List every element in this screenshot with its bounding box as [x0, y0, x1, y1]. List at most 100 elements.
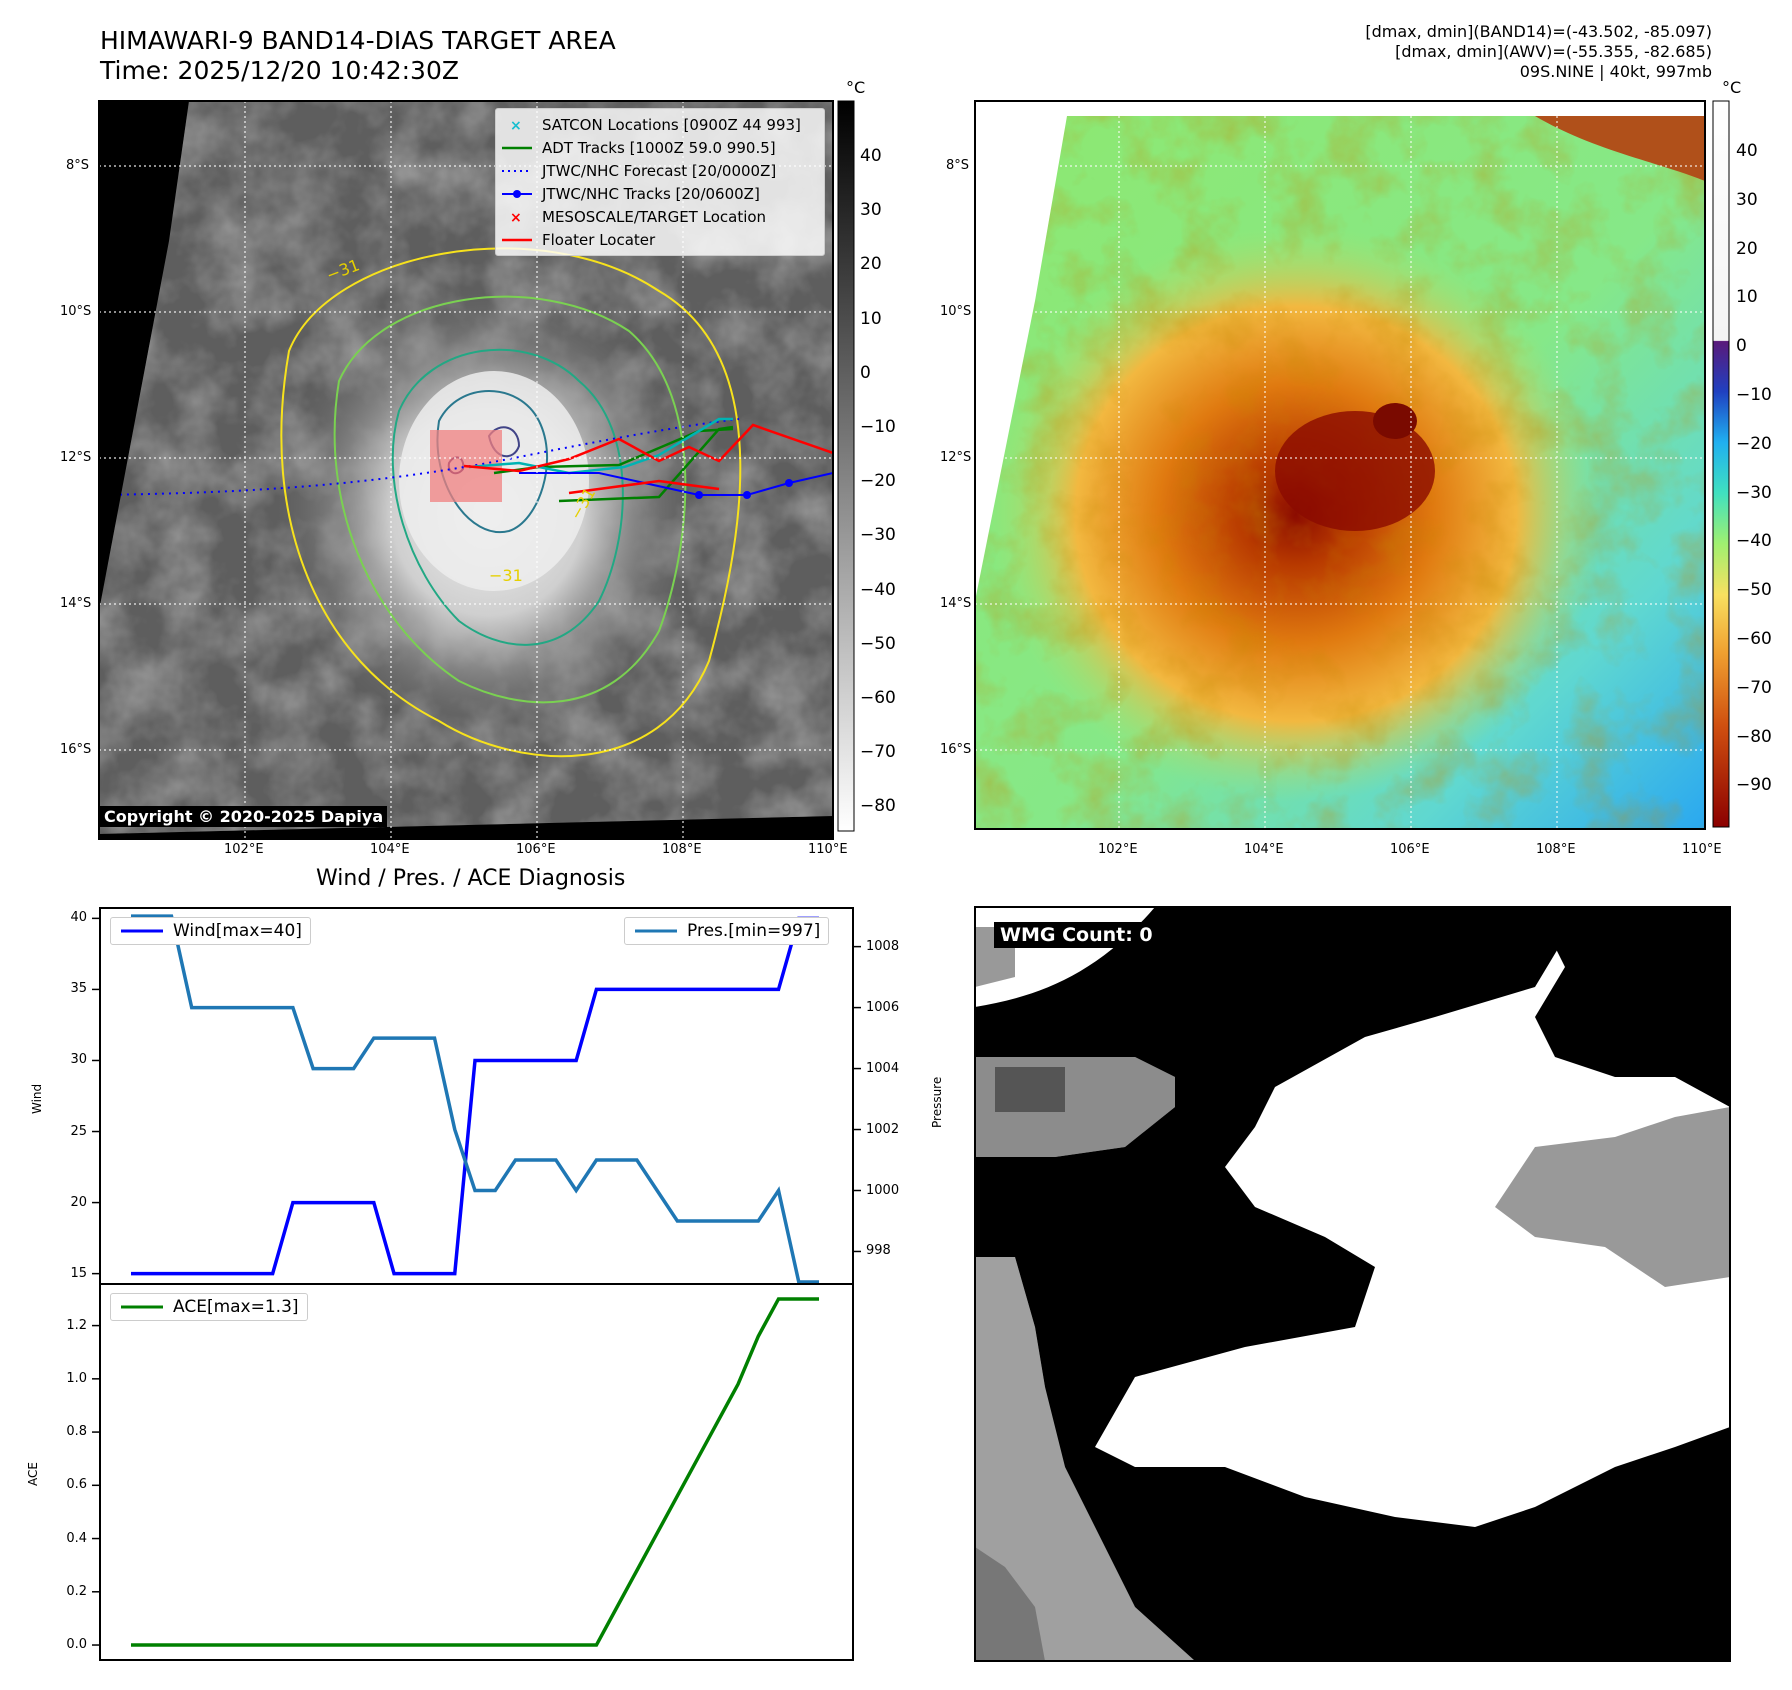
legend-label: ADT Tracks [1000Z 59.0 990.5] — [542, 138, 776, 157]
awv-colorbar-tick: 30 — [1736, 189, 1758, 210]
ace-tick: 0.2 — [66, 1583, 87, 1599]
colorbar-unit: °C — [846, 78, 866, 97]
pressure-tick: 1002 — [866, 1121, 900, 1137]
line-marker-icon — [502, 238, 532, 241]
lat-label: 16°S — [940, 742, 972, 757]
ace-panel — [99, 1283, 854, 1661]
awv-map — [974, 100, 1706, 830]
legend-item-target: × MESOSCALE/TARGET Location — [502, 205, 818, 228]
legend-label: Wind[max=40] — [173, 921, 302, 941]
lon-label: 106°E — [516, 842, 556, 857]
band14-colorbar-tick: −30 — [860, 525, 896, 546]
colorbar-unit: °C — [1722, 78, 1742, 97]
band14-colorbar-tick: −10 — [860, 417, 896, 437]
awv-colorbar-tick: −90 — [1736, 775, 1772, 796]
legend-label: Floater Locater — [542, 230, 656, 249]
lat-label: 14°S — [60, 596, 92, 611]
line-marker-icon — [502, 146, 532, 149]
title-line-1: HIMAWARI-9 BAND14-DIAS TARGET AREA — [100, 26, 616, 55]
x-marker-icon: × — [510, 118, 522, 134]
pressure-tick: 1004 — [866, 1060, 900, 1076]
awv-colorbar — [1712, 100, 1730, 828]
legend-label: MESOSCALE/TARGET Location — [542, 207, 767, 226]
lat-label: 14°S — [940, 596, 972, 611]
legend-label: JTWC/NHC Forecast [20/0000Z] — [542, 161, 777, 180]
band14-colorbar-tick: −60 — [860, 688, 896, 708]
band14-colorbar — [837, 100, 855, 832]
awv-colorbar-tick: −30 — [1736, 482, 1772, 503]
awv-colorbar-tick: −60 — [1736, 629, 1772, 649]
ace-tick: 0.0 — [66, 1637, 87, 1653]
ace-legend: ACE[max=1.3] — [110, 1293, 308, 1321]
line-dot-icon — [502, 189, 532, 198]
legend-item-floater: Floater Locater — [502, 228, 818, 251]
pressure-tick: 998 — [866, 1243, 891, 1259]
lon-label: 108°E — [1536, 842, 1576, 857]
wind-tick: 25 — [70, 1123, 87, 1139]
lon-label: 110°E — [1682, 842, 1722, 857]
band14-colorbar-tick: −70 — [860, 742, 896, 763]
awv-colorbar-tick: 20 — [1736, 238, 1758, 259]
legend-label: Pres.[min=997] — [687, 921, 821, 941]
band14-colorbar-tick: −80 — [860, 796, 896, 817]
band14-colorbar-tick: 0 — [860, 362, 871, 383]
ace-plot — [92, 1297, 820, 1647]
ace-tick: 0.8 — [66, 1424, 87, 1440]
awv-colorbar-tick: 10 — [1736, 287, 1758, 308]
legend-label: ACE[max=1.3] — [173, 1297, 299, 1317]
lat-label: 8°S — [946, 158, 970, 173]
map-legend: × SATCON Locations [0900Z 44 993] ADT Tr… — [495, 108, 825, 256]
lon-label: 102°E — [1098, 842, 1138, 857]
awv-colorbar-tick: −80 — [1736, 726, 1772, 747]
figure-stats: [dmax, dmin](BAND14)=(-43.502, -85.097) … — [1365, 22, 1712, 82]
band14-colorbar-tick: −40 — [860, 579, 896, 600]
lon-label: 108°E — [662, 842, 702, 857]
awv-colorbar-tick: 40 — [1736, 141, 1758, 161]
wind-tick: 15 — [70, 1265, 87, 1281]
dotted-line-icon — [502, 169, 532, 172]
pressure-tick: 1006 — [866, 999, 900, 1015]
awv-colorbar-tick: −10 — [1736, 385, 1772, 405]
band14-colorbar-tick: 40 — [860, 146, 882, 166]
wind-axis-label: Wind — [30, 1083, 44, 1114]
lat-label: 16°S — [60, 742, 92, 757]
legend-item-tracks: JTWC/NHC Tracks [20/0600Z] — [502, 182, 818, 205]
copyright-label: Copyright © 2020-2025 Dapiya — [100, 806, 388, 827]
wind-tick: 30 — [70, 1052, 87, 1068]
awv-colorbar-tick: −40 — [1736, 531, 1772, 552]
svg-text:×: × — [510, 118, 522, 134]
line-marker-icon — [635, 929, 677, 933]
pressure-line — [131, 914, 819, 1284]
pressure-tick: 1008 — [866, 938, 900, 954]
lon-label: 102°E — [224, 842, 264, 857]
awv-colorbar-tick: −50 — [1736, 580, 1772, 601]
legend-label: SATCON Locations [0900Z 44 993] — [542, 115, 801, 134]
stats-line-3: 09S.NINE | 40kt, 997mb — [1519, 62, 1712, 81]
wind-tick: 40 — [70, 910, 87, 926]
stats-line-1: [dmax, dmin](BAND14)=(-43.502, -85.097) — [1365, 22, 1712, 41]
band14-colorbar-tick: −50 — [860, 633, 896, 654]
ace-axis-label: ACE — [26, 1462, 40, 1486]
figure-title: HIMAWARI-9 BAND14-DIAS TARGET AREA Time:… — [100, 26, 616, 86]
lat-label: 8°S — [66, 158, 90, 173]
lon-label: 106°E — [1390, 842, 1430, 857]
legend-item-adt: ADT Tracks [1000Z 59.0 990.5] — [502, 136, 818, 159]
lon-label: 110°E — [808, 842, 848, 857]
wind-pressure-plot — [92, 914, 861, 1284]
pressure-tick: 1000 — [866, 1182, 900, 1198]
wmg-panel — [974, 906, 1731, 1662]
ace-tick: 0.4 — [66, 1530, 87, 1546]
title-line-2: Time: 2025/12/20 10:42:30Z — [100, 56, 459, 85]
lat-label: 10°S — [60, 304, 92, 319]
line-marker-icon — [121, 929, 163, 933]
awv-colorbar-tick: 0 — [1736, 336, 1747, 357]
legend-item-satcon: × SATCON Locations [0900Z 44 993] — [502, 113, 818, 136]
lon-label: 104°E — [1244, 842, 1284, 857]
legend-label: JTWC/NHC Tracks [20/0600Z] — [542, 184, 760, 203]
lat-label: 12°S — [940, 450, 972, 465]
ace-line — [131, 1297, 819, 1647]
pressure-axis-label: Pressure — [930, 1076, 944, 1128]
line-marker-icon — [121, 1305, 163, 1309]
stats-line-2: [dmax, dmin](AWV)=(-55.355, -82.685) — [1395, 42, 1712, 61]
band14-colorbar-tick: 30 — [860, 200, 882, 221]
